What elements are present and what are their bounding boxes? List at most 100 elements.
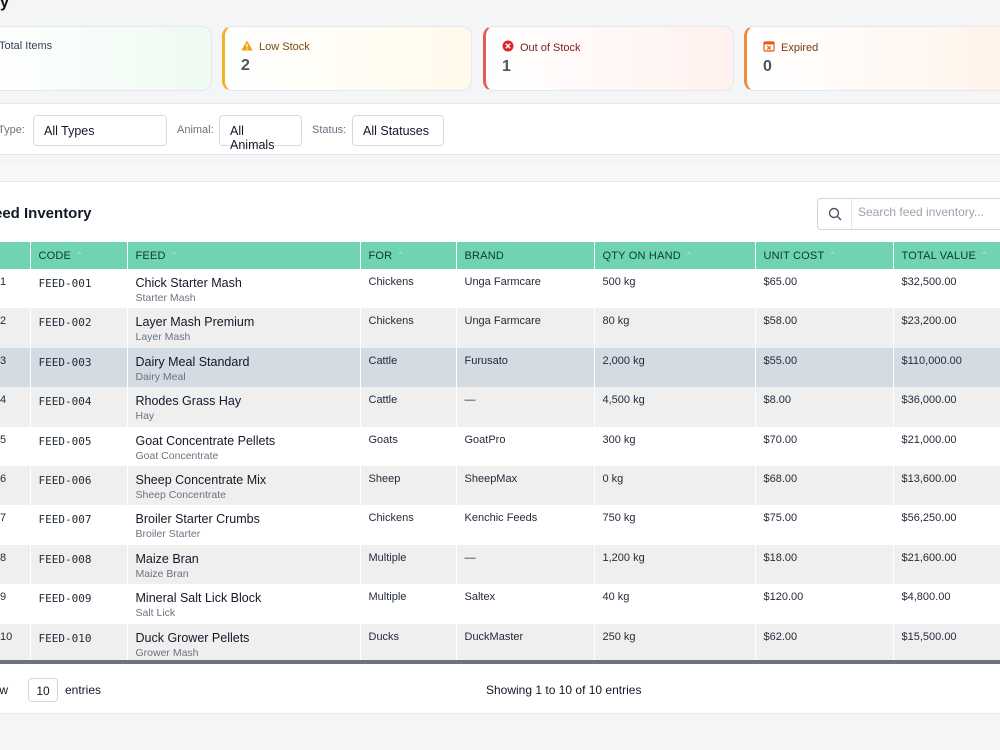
table-row[interactable]: 9 FEED-009 Mineral Salt Lick Block Salt Lic… <box>0 584 1000 624</box>
feed-total-value: $21,600.00 <box>893 544 1000 585</box>
column-header-for[interactable]: FOR ⌃ <box>360 242 457 269</box>
show-label: how <box>0 683 9 697</box>
stat-card-low-stock: Low Stock 2 <box>222 26 472 91</box>
feed-total-value: $56,250.00 <box>893 505 1000 545</box>
feed-type: Maize Bran <box>135 567 189 580</box>
feed-type: Dairy Meal <box>135 370 186 383</box>
feed-brand: Kenchic Feeds <box>456 505 595 545</box>
feed-code: FEED-008 <box>30 544 128 585</box>
table-row[interactable]: 7 FEED-007 Broiler Starter Crumbs Broiler S… <box>0 505 1000 545</box>
table-row[interactable]: 5 FEED-005 Goat Concentrate Pellets Goat Co… <box>0 426 1000 466</box>
row-number: 2 <box>0 308 31 348</box>
feed-inventory-panel: eed Inventory CODE⌃ FEED⌃ FOR⌃ BRAND QTY… <box>0 182 1000 714</box>
status-filter-select[interactable]: All Statuses <box>352 115 444 146</box>
sort-icon: ⌃ <box>396 250 405 262</box>
type-filter-label: Type: <box>0 124 25 136</box>
sort-icon: ⌃ <box>684 250 694 262</box>
column-header-feed[interactable]: FEED ⌃ <box>127 242 361 269</box>
feed-name: Maize Bran <box>135 551 199 566</box>
feed-total-value: $15,500.00 <box>893 623 1000 663</box>
feed-unit-cost: $70.00 <box>755 426 894 466</box>
sort-icon: ⌃ <box>169 250 179 262</box>
feed-qty: 80 kg <box>594 308 756 348</box>
feed-for: Chickens <box>360 505 457 545</box>
feed-type: Salt Lick <box>135 607 176 620</box>
feed-name: Dairy Meal Standard <box>135 354 250 369</box>
feed-name: Mineral Salt Lick Block <box>135 591 262 606</box>
table-bottom-border <box>0 660 1000 664</box>
column-header-code[interactable]: CODE ⌃ <box>30 242 128 269</box>
stat-card-total-items: Total Items <box>0 26 212 91</box>
feed-total-value: $13,600.00 <box>893 465 1000 506</box>
sort-icon: ⌃ <box>980 250 989 262</box>
page-header: y <box>0 0 1000 11</box>
showing-info: Showing 1 to 10 of 10 entries <box>486 683 642 697</box>
feed-qty: 250 kg <box>594 623 756 663</box>
feed-brand: Unga Farmcare <box>456 308 595 348</box>
page-size-select[interactable]: 10 <box>28 678 58 702</box>
warning-triangle-icon <box>241 40 253 54</box>
feed-qty: 1,200 kg <box>594 544 756 585</box>
feed-unit-cost: $8.00 <box>755 387 894 427</box>
feed-unit-cost: $68.00 <box>755 465 894 506</box>
table-footer: how 10 entries Showing 1 to 10 of 10 ent… <box>0 678 1000 702</box>
column-header-total-value[interactable]: TOTAL VALUE ⌃ <box>893 242 1000 269</box>
feed-unit-cost: $65.00 <box>755 269 894 309</box>
section-divider <box>0 164 1000 182</box>
feed-code: FEED-009 <box>30 584 128 624</box>
column-header-number[interactable] <box>0 242 31 269</box>
row-number: 4 <box>0 387 31 427</box>
feed-inventory-table: CODE ⌃ FEED ⌃ FOR ⌃ BRAND QTY ON HAND ⌃ UNIT… <box>0 242 1000 663</box>
type-filter-select[interactable]: All Types <box>33 115 167 146</box>
row-number: 7 <box>0 505 31 545</box>
feed-unit-cost: $55.00 <box>755 347 894 388</box>
table-row[interactable]: 8 FEED-008 Maize Bran Maize Bran Multiple —1,… <box>0 544 1000 585</box>
feed-for: Goats <box>360 426 457 466</box>
feed-cell: Dairy Meal Standard Dairy Meal <box>127 347 361 388</box>
search-box[interactable] <box>817 198 1000 230</box>
feed-cell: Broiler Starter Crumbs Broiler Starter <box>127 505 361 545</box>
feed-qty: 4,500 kg <box>594 387 756 427</box>
table-row[interactable]: 2 FEED-002 Layer Mash Premium Layer Mash Chi… <box>0 308 1000 348</box>
table-row[interactable]: 10 FEED-010 Duck Grower Pellets Grower Mash… <box>0 623 1000 663</box>
feed-cell: Chick Starter Mash Starter Mash <box>127 269 361 309</box>
feed-for: Multiple <box>360 544 457 585</box>
animal-filter-select[interactable]: All Animals <box>219 115 302 152</box>
stat-card-out-of-stock: Out of Stock 1 <box>483 26 734 91</box>
feed-cell: Layer Mash Premium Layer Mash <box>127 308 361 348</box>
row-number: 5 <box>0 426 31 466</box>
feed-for: Chickens <box>360 269 457 309</box>
feed-code: FEED-002 <box>30 308 128 348</box>
feed-name: Rhodes Grass Hay <box>135 394 242 409</box>
feed-type: Broiler Starter <box>135 528 201 541</box>
column-header-unit-cost[interactable]: UNIT COST ⌃ <box>755 242 894 269</box>
feed-for: Chickens <box>360 308 457 348</box>
sort-icon: ⌃ <box>75 250 84 262</box>
feed-cell: Goat Concentrate Pellets Goat Concentrate <box>127 426 361 466</box>
feed-total-value: $110,000.00 <box>893 347 1000 388</box>
feed-brand: Furusato <box>456 347 595 388</box>
stat-card-expired: Expired 0 <box>744 26 1000 91</box>
feed-brand: DuckMaster <box>456 623 595 663</box>
stat-label: Total Items <box>0 40 53 52</box>
feed-cell: Duck Grower Pellets Grower Mash <box>127 623 361 663</box>
table-row[interactable]: 3 FEED-003 Dairy Meal Standard Dairy Meal Ca… <box>0 347 1000 388</box>
search-input[interactable] <box>858 205 1000 219</box>
page-title: y <box>0 0 9 11</box>
feed-name: Duck Grower Pellets <box>135 630 250 645</box>
stat-value: 2 <box>241 57 250 74</box>
row-number: 3 <box>0 347 31 388</box>
column-header-brand[interactable]: BRAND <box>456 242 595 269</box>
feed-unit-cost: $58.00 <box>755 308 894 348</box>
table-row[interactable]: 6 FEED-006 Sheep Concentrate Mix Sheep Conc… <box>0 465 1000 506</box>
feed-for: Sheep <box>360 465 457 506</box>
table-row[interactable]: 1 FEED-001 Chick Starter Mash Starter Mash C… <box>0 269 1000 309</box>
table-row[interactable]: 4 FEED-004 Rhodes Grass Hay Hay Cattle —4,500… <box>0 387 1000 427</box>
feed-type: Hay <box>135 410 155 423</box>
feed-total-value: $4,800.00 <box>893 584 1000 624</box>
column-header-qty-on-hand[interactable]: QTY ON HAND ⌃ <box>594 242 756 269</box>
feed-brand: SheepMax <box>456 465 595 506</box>
stat-value: 1 <box>502 58 511 75</box>
feed-code: FEED-003 <box>30 347 128 388</box>
feed-type: Grower Mash <box>135 646 199 659</box>
